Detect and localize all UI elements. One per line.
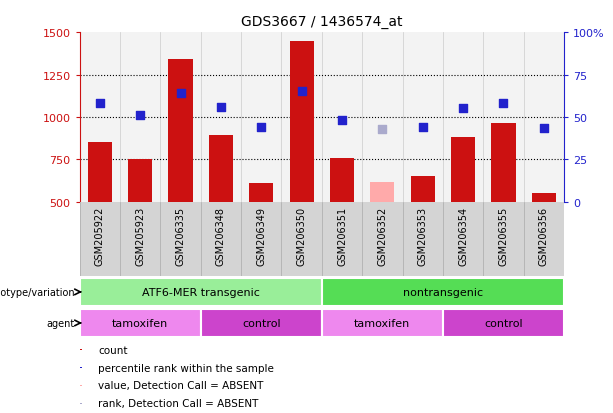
Text: GSM206352: GSM206352 [378, 206, 387, 265]
Bar [80, 367, 82, 368]
Bar [322, 202, 362, 277]
Bar [403, 33, 443, 202]
Bar [88, 142, 112, 202]
Point [216, 104, 226, 111]
Bar [322, 309, 443, 337]
Bar [128, 160, 153, 202]
Point [297, 88, 306, 95]
Text: GSM206348: GSM206348 [216, 206, 226, 265]
Bar [161, 202, 201, 277]
Bar [209, 135, 233, 202]
Bar [249, 184, 273, 202]
Bar [362, 202, 403, 277]
Point [135, 113, 145, 119]
Point [458, 105, 468, 112]
Text: GSM206354: GSM206354 [458, 206, 468, 265]
Text: nontransgenic: nontransgenic [403, 287, 483, 297]
Point [539, 126, 549, 132]
Text: GSM206356: GSM206356 [539, 206, 549, 265]
Point [498, 100, 508, 107]
Bar [201, 33, 241, 202]
Bar [281, 33, 322, 202]
Text: tamoxifen: tamoxifen [354, 318, 411, 328]
Bar [120, 202, 161, 277]
Bar [161, 33, 201, 202]
Bar [531, 194, 556, 202]
Point [256, 125, 266, 131]
Bar [492, 123, 516, 202]
Bar [411, 177, 435, 202]
Text: GSM205923: GSM205923 [135, 206, 145, 265]
Text: tamoxifen: tamoxifen [112, 318, 169, 328]
Bar [201, 309, 322, 337]
Text: GSM206351: GSM206351 [337, 206, 347, 265]
Text: genotype/variation: genotype/variation [0, 287, 75, 297]
Bar [201, 202, 241, 277]
Text: GSM206335: GSM206335 [175, 206, 186, 265]
Bar [322, 33, 362, 202]
Text: value, Detection Call = ABSENT: value, Detection Call = ABSENT [98, 380, 264, 390]
Bar [330, 158, 354, 202]
Bar [370, 183, 395, 202]
Bar [524, 33, 564, 202]
Text: rank, Detection Call = ABSENT: rank, Detection Call = ABSENT [98, 399, 259, 408]
Bar [241, 33, 281, 202]
Text: GSM206353: GSM206353 [417, 206, 428, 265]
Text: control: control [484, 318, 523, 328]
Text: percentile rank within the sample: percentile rank within the sample [98, 363, 274, 373]
Text: agent: agent [47, 318, 75, 328]
Bar [241, 202, 281, 277]
Point [337, 117, 347, 123]
Bar [80, 349, 82, 351]
Bar [289, 42, 314, 202]
Point [176, 91, 186, 97]
Text: ATF6-MER transgenic: ATF6-MER transgenic [142, 287, 260, 297]
Point [418, 125, 428, 131]
Bar [281, 202, 322, 277]
Bar [169, 60, 192, 202]
Bar [443, 33, 483, 202]
Text: GSM206355: GSM206355 [498, 206, 508, 265]
Text: control: control [242, 318, 281, 328]
Bar [80, 33, 120, 202]
Bar [120, 33, 161, 202]
Bar [403, 202, 443, 277]
Bar [80, 403, 82, 404]
Bar [483, 202, 524, 277]
Text: GSM206350: GSM206350 [297, 206, 306, 265]
Text: count: count [98, 345, 128, 355]
Title: GDS3667 / 1436574_at: GDS3667 / 1436574_at [241, 15, 403, 29]
Text: GSM206349: GSM206349 [256, 206, 266, 265]
Bar [80, 309, 201, 337]
Bar [80, 202, 120, 277]
Bar [322, 278, 564, 306]
Point [378, 126, 387, 133]
Point [95, 101, 105, 107]
Bar [80, 278, 322, 306]
Bar [524, 202, 564, 277]
Bar [483, 33, 524, 202]
Bar [362, 33, 403, 202]
Bar [80, 385, 82, 386]
Text: GSM205922: GSM205922 [95, 206, 105, 265]
Bar [443, 309, 564, 337]
Bar [451, 137, 475, 202]
Bar [443, 202, 483, 277]
